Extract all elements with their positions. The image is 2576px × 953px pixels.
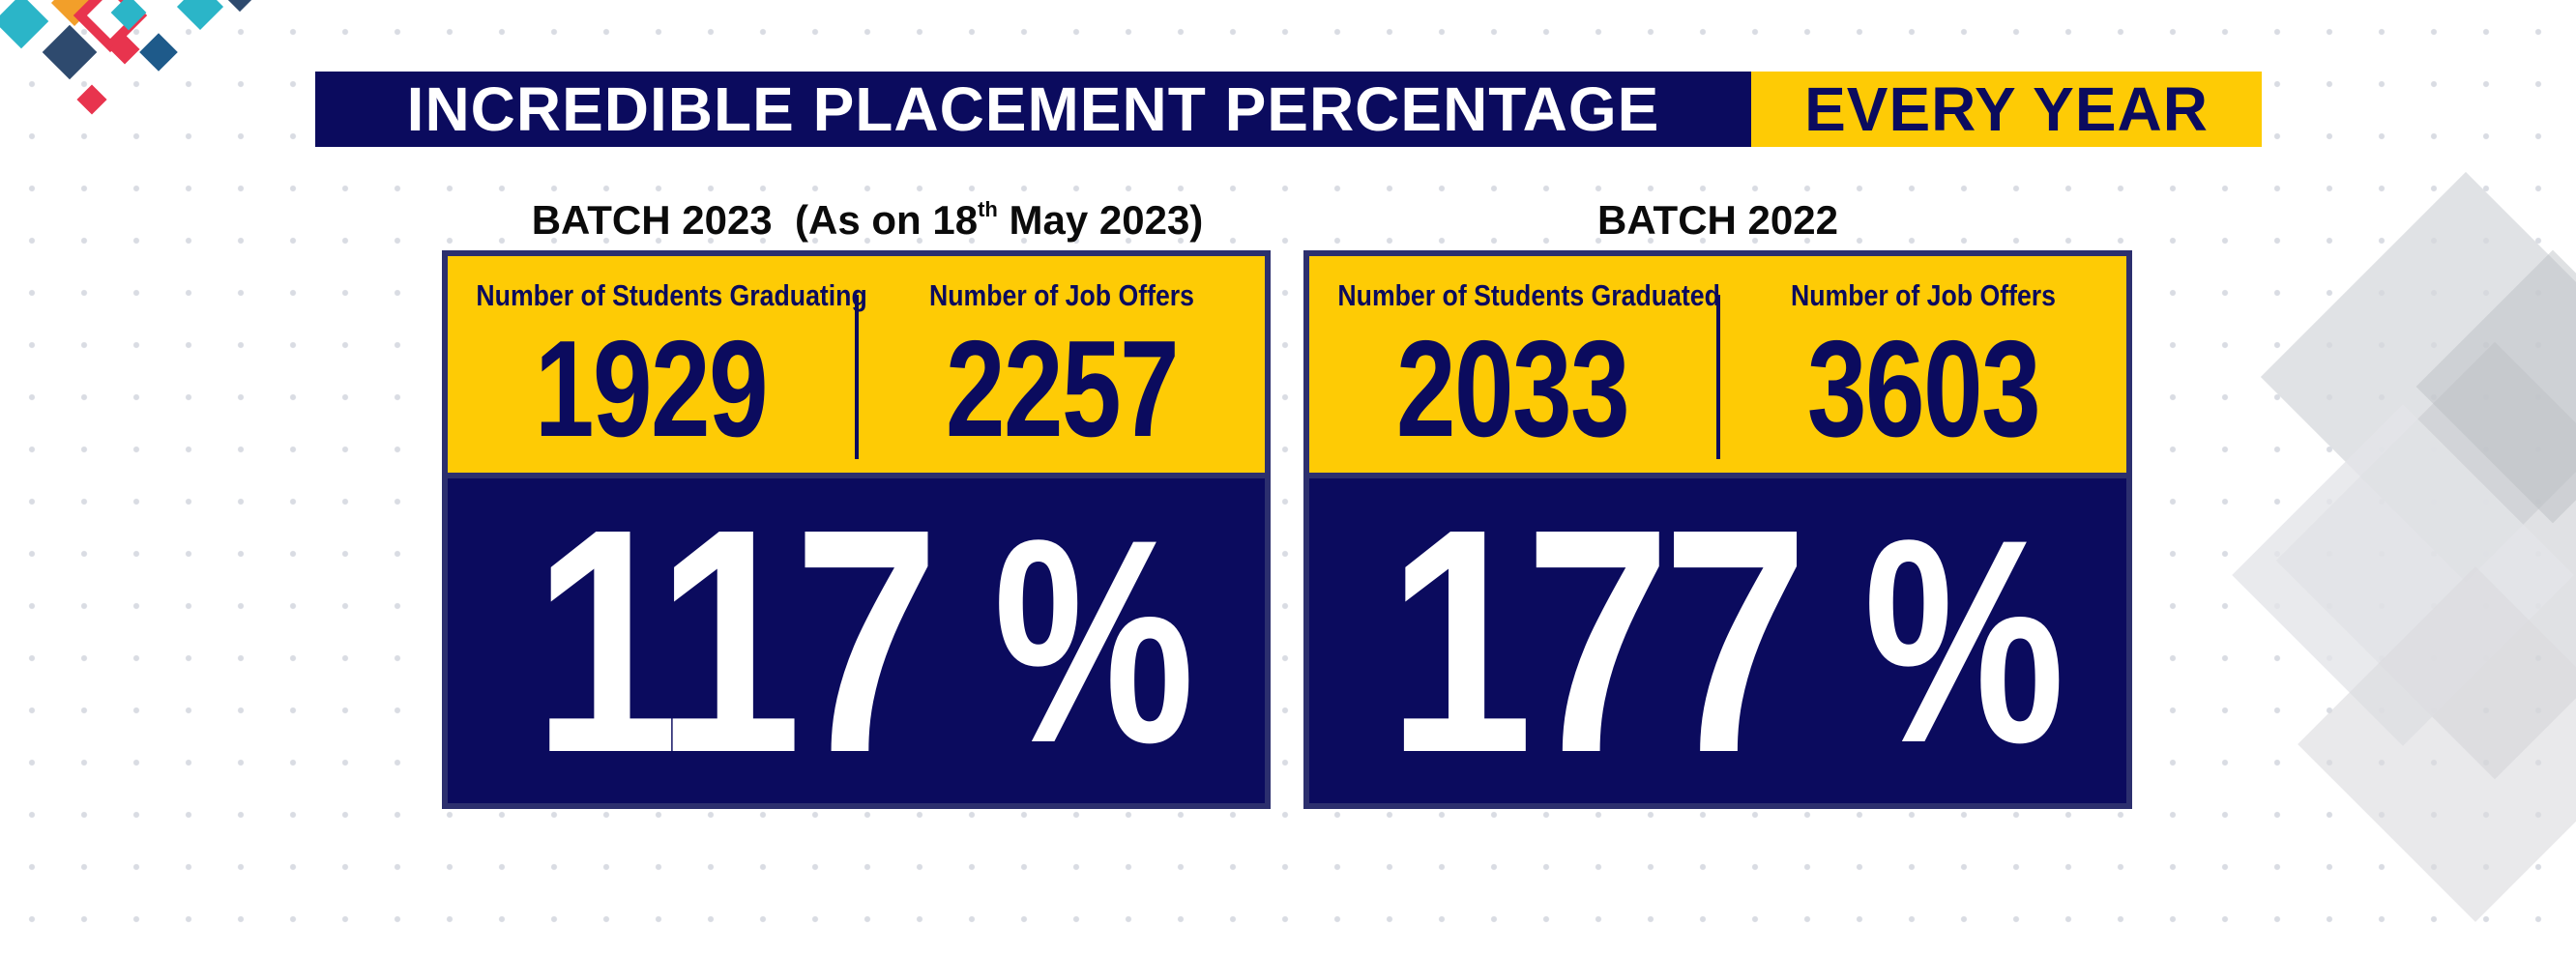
batch-2023-stats: Number of Students Graduating 1929 Numbe… <box>448 256 1265 478</box>
batch-2023-heading: BATCH 2023 (As on 18th May 2023) <box>447 191 1288 249</box>
corner-decoration <box>0 0 254 115</box>
stat-divider <box>855 295 859 459</box>
offers-value: 3603 <box>1806 312 2041 466</box>
placement-percentage: 177% <box>1309 478 2126 803</box>
offers-label: Number of Job Offers <box>1790 278 2057 312</box>
students-label: Number of Students Graduating <box>476 278 867 312</box>
percent-sign: % <box>993 478 1195 803</box>
banner-highlight: EVERY YEAR <box>1751 72 2262 147</box>
headline-banner: INCREDIBLE PLACEMENT PERCENTAGE EVERY YE… <box>315 72 2262 147</box>
students-stat: Number of Students Graduating 1929 <box>448 256 867 466</box>
percent-sign: % <box>1863 478 2065 803</box>
placement-percentage: 117% <box>448 478 1265 803</box>
students-value: 1929 <box>534 312 769 466</box>
stat-divider <box>1716 295 1720 459</box>
batch-2022-heading: BATCH 2022 <box>1303 191 2132 249</box>
batch-2023-title: BATCH 2023 <box>531 197 773 243</box>
batch-2023-note-sup: th <box>978 197 998 221</box>
batch-2022-title: BATCH 2022 <box>1597 197 1838 243</box>
percentage-value: 117 <box>533 462 939 819</box>
right-decoration <box>2232 171 2576 922</box>
banner-title: INCREDIBLE PLACEMENT PERCENTAGE <box>315 72 1751 147</box>
offers-stat: Number of Job Offers 2257 <box>859 256 1265 461</box>
offers-value: 2257 <box>945 312 1180 466</box>
students-value: 2033 <box>1395 312 1630 466</box>
batch-2023-card: Number of Students Graduating 1929 Numbe… <box>442 250 1271 809</box>
batch-2023-note-prefix: (As on 18 <box>795 197 979 243</box>
batch-2022-stats: Number of Students Graduated 2033 Number… <box>1309 256 2126 478</box>
students-label: Number of Students Graduated <box>1337 278 1720 312</box>
batch-2022-card: Number of Students Graduated 2033 Number… <box>1303 250 2132 809</box>
offers-label: Number of Job Offers <box>928 278 1195 312</box>
students-stat: Number of Students Graduated 2033 <box>1309 256 1720 466</box>
percentage-value: 177 <box>1387 462 1808 819</box>
batch-2023-note-suffix: May 2023) <box>997 197 1204 243</box>
offers-stat: Number of Job Offers 3603 <box>1720 256 2126 461</box>
